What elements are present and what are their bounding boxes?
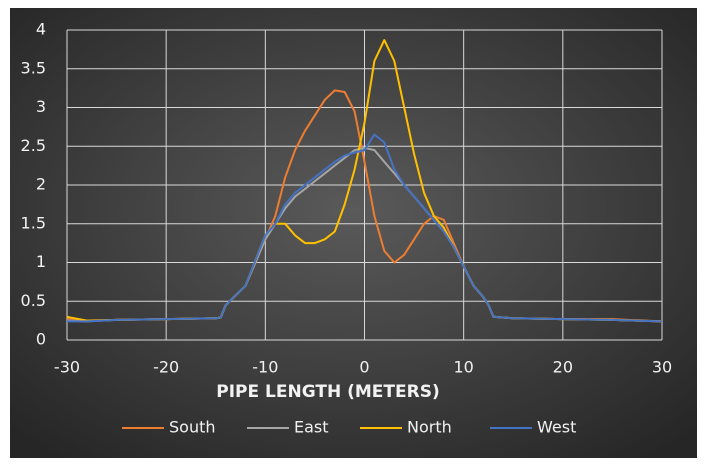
x-tick-label: 20 xyxy=(553,358,573,377)
x-tick-label: -20 xyxy=(153,358,179,377)
y-tick-label: 0 xyxy=(36,330,46,349)
x-tick-label: -30 xyxy=(54,358,80,377)
y-tick-label: 4 xyxy=(36,20,46,39)
x-axis-title: PIPE LENGTH (METERS) xyxy=(216,382,439,402)
y-tick-label: 1.5 xyxy=(21,213,46,232)
y-tick-label: 0.5 xyxy=(21,291,46,310)
chart-background xyxy=(10,8,697,458)
y-tick-label: 3 xyxy=(36,97,46,116)
x-tick-label: 0 xyxy=(359,358,369,377)
legend-label: East xyxy=(294,418,329,437)
legend-label: North xyxy=(407,418,452,437)
legend-label: West xyxy=(537,418,576,437)
y-tick-label: 2 xyxy=(36,175,46,194)
y-tick-label: 2.5 xyxy=(21,136,46,155)
x-tick-label: -10 xyxy=(252,358,278,377)
y-tick-label: 3.5 xyxy=(21,58,46,77)
x-tick-label: 10 xyxy=(453,358,473,377)
y-tick-label: 1 xyxy=(36,252,46,271)
legend-label: South xyxy=(169,418,216,437)
x-tick-label: 30 xyxy=(652,358,672,377)
series-line xyxy=(67,133,663,323)
